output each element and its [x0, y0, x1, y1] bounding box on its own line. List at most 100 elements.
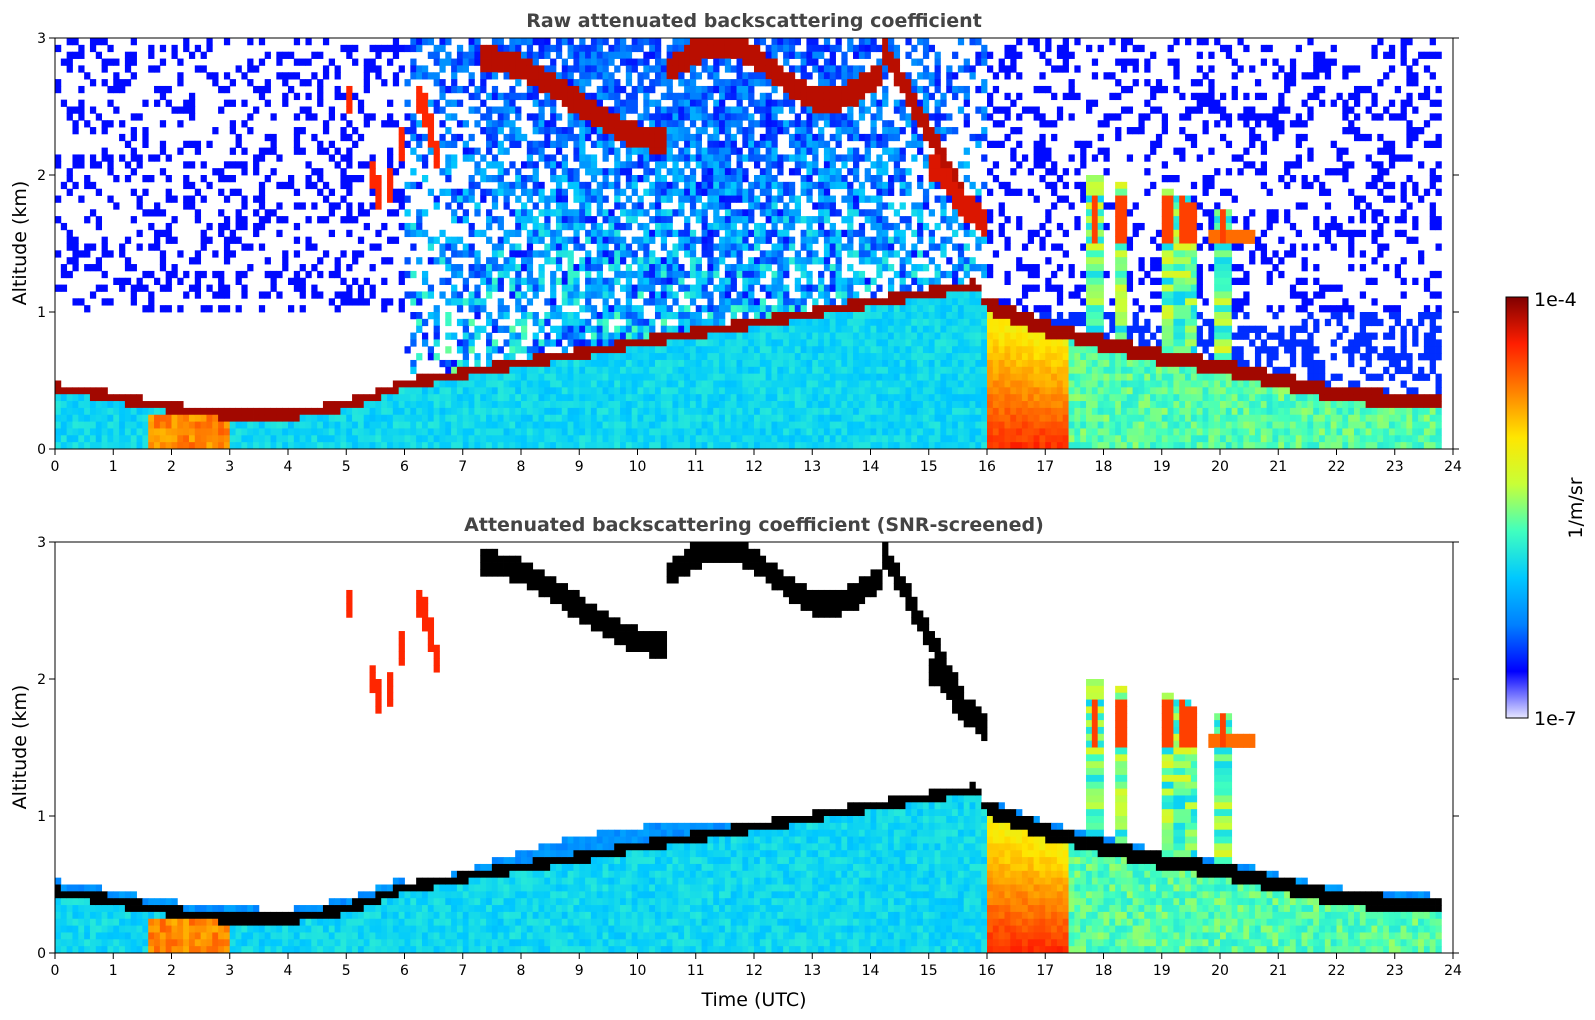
heatmap-cell	[462, 332, 469, 340]
heatmap-cell	[561, 127, 569, 135]
heatmap-cell	[282, 414, 289, 422]
heatmap-cell	[392, 442, 400, 449]
heatmap-cell	[165, 236, 172, 244]
heatmap-cell	[188, 428, 196, 436]
heatmap-cell	[410, 181, 417, 190]
heatmap-cell	[334, 147, 341, 155]
heatmap-cell	[526, 387, 534, 395]
heatmap-cell	[509, 85, 516, 94]
heatmap-cell	[526, 38, 534, 46]
heatmap-cell	[596, 209, 603, 217]
heatmap-cell	[585, 79, 592, 87]
heatmap-cell	[567, 92, 574, 101]
heatmap-cell	[439, 407, 446, 416]
heatmap-cell	[154, 414, 161, 422]
heatmap-cell	[800, 140, 807, 148]
heatmap-cell	[719, 120, 726, 128]
heatmap-cell	[276, 270, 283, 279]
heatmap-cell	[427, 407, 435, 416]
heatmap-cell	[538, 387, 545, 395]
heatmap-cell	[841, 161, 848, 169]
heatmap-cell	[573, 92, 580, 101]
heatmap-cell	[427, 72, 435, 80]
heatmap-cell	[392, 387, 400, 395]
heatmap-cell	[89, 181, 97, 190]
heatmap-cell	[363, 407, 370, 416]
heatmap-cell	[853, 147, 860, 155]
heatmap-cell	[754, 270, 761, 279]
heatmap-cell	[590, 394, 598, 402]
heatmap-cell	[620, 373, 627, 381]
heatmap-cell	[579, 79, 586, 87]
heatmap-cell	[573, 133, 580, 142]
heatmap-cell	[491, 284, 499, 292]
heatmap-cell	[381, 421, 388, 429]
heatmap-cell	[765, 127, 772, 135]
heatmap-cell	[660, 106, 668, 114]
heatmap-cell	[847, 195, 854, 203]
heatmap-cell	[311, 414, 318, 422]
heatmap-cell	[433, 195, 440, 203]
heatmap-cell	[876, 305, 883, 313]
heatmap-cell	[666, 407, 673, 416]
heatmap-cell	[713, 72, 720, 80]
heatmap-cell	[765, 202, 772, 210]
heatmap-cell	[596, 257, 603, 265]
heatmap-cell	[322, 181, 330, 190]
heatmap-cell	[526, 421, 534, 429]
heatmap-cell	[783, 325, 790, 333]
heatmap-cell	[713, 435, 720, 443]
heatmap-cell	[678, 359, 685, 368]
heatmap-cell	[585, 264, 592, 272]
heatmap-cell	[719, 346, 726, 354]
heatmap-cell	[654, 353, 662, 361]
heatmap-cell	[200, 161, 207, 169]
heatmap-cell	[759, 270, 767, 279]
heatmap-cell	[602, 339, 609, 347]
heatmap-cell	[235, 188, 242, 196]
heatmap-cell	[876, 435, 883, 443]
heatmap-cell	[759, 366, 767, 375]
heatmap-cell	[695, 312, 702, 320]
heatmap-cell	[515, 359, 522, 368]
heatmap-cell	[404, 44, 411, 53]
heatmap-cell	[660, 346, 668, 354]
heatmap-cell	[491, 339, 499, 347]
heatmap-cell	[853, 85, 860, 94]
heatmap-cell	[853, 291, 860, 299]
heatmap-cell	[800, 312, 807, 320]
heatmap-cell	[707, 38, 714, 46]
heatmap-cell	[433, 387, 440, 395]
heatmap-cell	[818, 216, 825, 224]
heatmap-cell	[322, 428, 330, 436]
heatmap-cell	[719, 277, 726, 285]
heatmap-cell	[445, 394, 452, 402]
heatmap-cell	[829, 181, 836, 190]
heatmap-cell	[328, 113, 336, 121]
heatmap-cell	[794, 421, 801, 429]
heatmap-cell	[666, 209, 673, 217]
heatmap-cell	[876, 401, 883, 409]
heatmap-cell	[369, 394, 376, 402]
heatmap-cell	[398, 394, 405, 402]
heatmap-cell	[864, 387, 871, 395]
heatmap-cell	[392, 394, 400, 402]
heatmap-cell	[759, 154, 767, 162]
heatmap-cell	[614, 44, 621, 53]
heatmap-cell	[555, 401, 563, 409]
heatmap-cell	[404, 291, 411, 299]
heatmap-cell	[736, 318, 743, 327]
heatmap-cell	[491, 140, 499, 148]
heatmap-cell	[445, 407, 452, 416]
heatmap-cell	[550, 175, 557, 183]
heatmap-cell	[748, 318, 755, 327]
heatmap-cell	[416, 85, 423, 94]
heatmap-cell	[375, 72, 382, 80]
heatmap-cell	[771, 359, 778, 368]
heatmap-cell	[666, 435, 673, 443]
heatmap-cell	[84, 264, 91, 272]
heatmap-cell	[841, 120, 848, 128]
heatmap-cell	[154, 65, 161, 73]
heatmap-cell	[561, 401, 569, 409]
heatmap-cell	[777, 65, 784, 73]
